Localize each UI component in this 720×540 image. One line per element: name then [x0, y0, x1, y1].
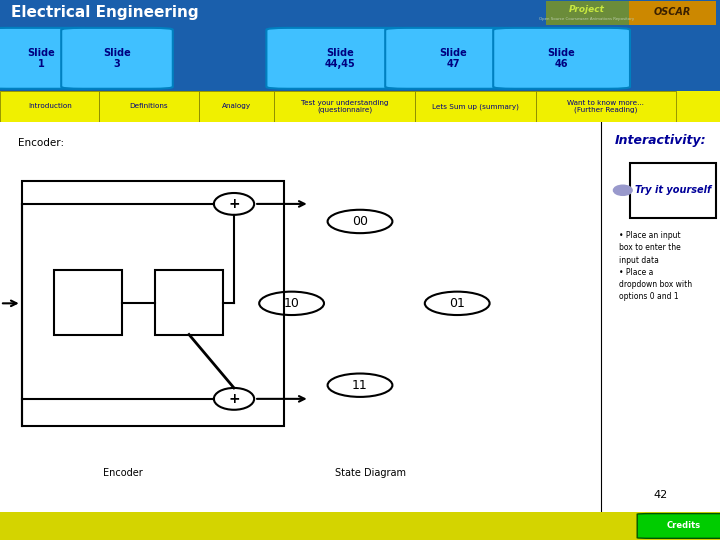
- Text: Slide
3: Slide 3: [103, 48, 131, 69]
- Text: Slide
46: Slide 46: [548, 48, 575, 69]
- Text: OSCAR: OSCAR: [654, 6, 691, 17]
- Text: Slide
47: Slide 47: [440, 48, 467, 69]
- Text: 10: 10: [284, 297, 300, 310]
- Text: Project: Project: [569, 5, 605, 15]
- FancyBboxPatch shape: [385, 28, 522, 89]
- Text: Try it yourself: Try it yourself: [635, 185, 711, 195]
- Bar: [199, 91, 274, 122]
- FancyBboxPatch shape: [630, 163, 716, 218]
- FancyBboxPatch shape: [0, 28, 97, 89]
- Circle shape: [613, 185, 632, 195]
- Text: State Diagram: State Diagram: [336, 468, 406, 478]
- Text: Test your understanding
(questionnaire): Test your understanding (questionnaire): [301, 100, 388, 113]
- Text: Credits: Credits: [666, 522, 701, 530]
- Text: 01: 01: [449, 297, 465, 310]
- Text: • Place an input
box to enter the
input data
• Place a
dropdown box with
options: • Place an input box to enter the input …: [619, 231, 693, 301]
- Text: +: +: [228, 197, 240, 211]
- Text: Want to know more...
(Further Reading): Want to know more... (Further Reading): [567, 100, 644, 113]
- Text: Lets Sum up (summary): Lets Sum up (summary): [432, 103, 518, 110]
- Text: 42: 42: [654, 490, 667, 500]
- Text: Definitions: Definitions: [130, 103, 168, 110]
- Bar: [274, 91, 415, 122]
- Text: +: +: [228, 392, 240, 406]
- Text: 11: 11: [352, 379, 368, 392]
- Bar: [536, 91, 676, 122]
- FancyBboxPatch shape: [637, 514, 720, 538]
- Bar: [415, 91, 536, 122]
- Text: Introduction: Introduction: [28, 103, 71, 110]
- Text: Interactivity:: Interactivity:: [615, 134, 706, 147]
- Bar: [546, 1, 629, 25]
- Text: Open Source Courseware Animations Repository: Open Source Courseware Animations Reposi…: [539, 17, 634, 22]
- Text: Encoder:: Encoder:: [18, 138, 64, 147]
- Text: 00: 00: [352, 215, 368, 228]
- FancyBboxPatch shape: [493, 28, 630, 89]
- Text: Analogy: Analogy: [222, 103, 251, 110]
- Text: Slide
44,45: Slide 44,45: [325, 48, 356, 69]
- Bar: [629, 1, 716, 25]
- Bar: [0, 91, 99, 122]
- Text: Slide
1: Slide 1: [27, 48, 55, 69]
- Text: Electrical Engineering: Electrical Engineering: [11, 5, 199, 21]
- Bar: [99, 91, 199, 122]
- FancyBboxPatch shape: [61, 28, 173, 89]
- FancyBboxPatch shape: [266, 28, 414, 89]
- Text: Encoder: Encoder: [102, 468, 143, 478]
